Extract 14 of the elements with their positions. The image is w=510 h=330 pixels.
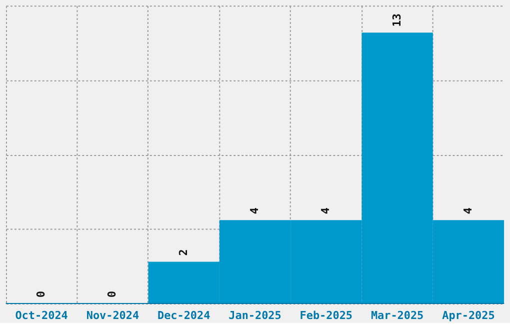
data-label: 13 — [390, 14, 404, 27]
x-tick-label: Feb-2025 — [300, 308, 352, 322]
x-tick-label: Jan-2025 — [228, 308, 282, 322]
x-tick-label: Oct-2024 — [15, 308, 68, 322]
x-tick-label: Nov-2024 — [86, 308, 140, 322]
data-label: 0 — [34, 290, 48, 298]
x-tick-label: Apr-2025 — [442, 308, 495, 322]
x-tick-label: Mar-2025 — [370, 308, 424, 322]
data-label: 2 — [176, 249, 190, 256]
data-label: 4 — [319, 207, 332, 214]
x-tick-label: Dec-2024 — [158, 308, 211, 322]
data-label: 4 — [248, 207, 261, 214]
data-label: 0 — [106, 290, 119, 298]
data-label: 4 — [461, 207, 474, 214]
